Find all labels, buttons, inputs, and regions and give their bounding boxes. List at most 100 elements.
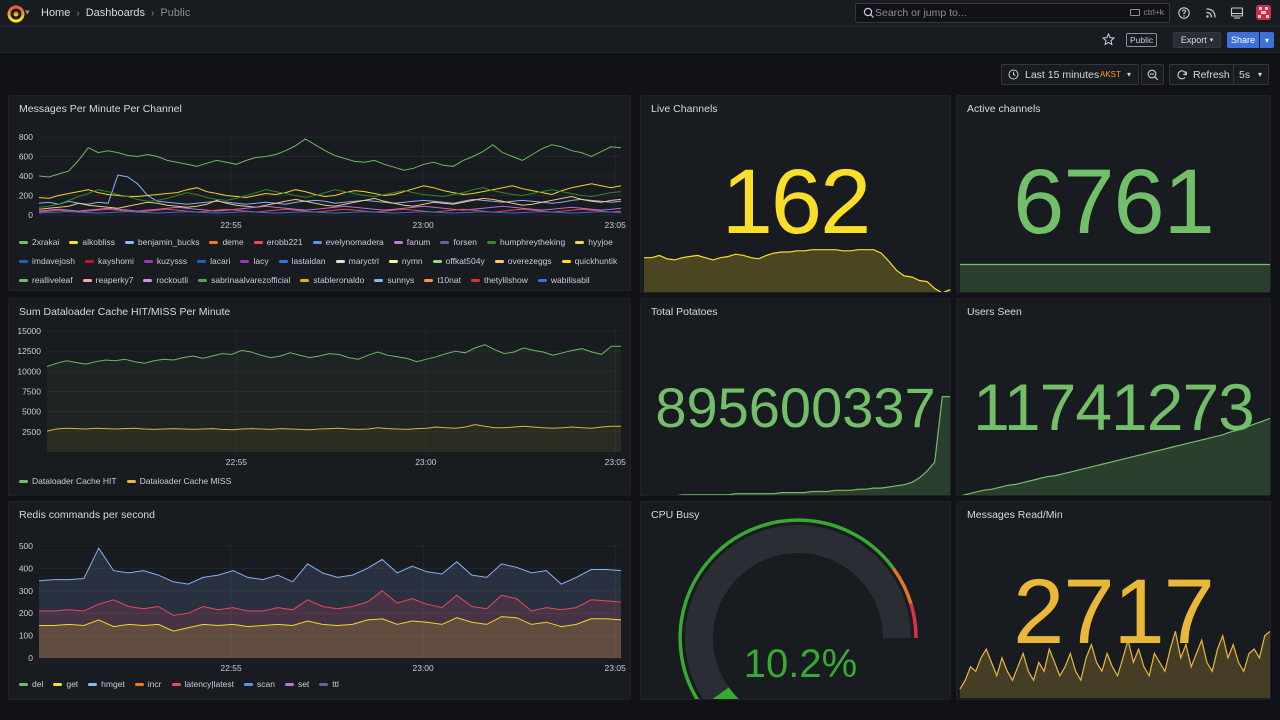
legend-item[interactable]: t10nat [424, 275, 461, 285]
legend-item[interactable]: erobb221 [253, 237, 303, 247]
panel-messages-read[interactable]: Messages Read/Min 2717 [956, 501, 1271, 700]
stat-value: 11741273 [973, 370, 1255, 444]
timeseries-chart[interactable]: 0 200 400 600 800 22:55 23:00 23:05 [9, 96, 631, 236]
refresh-button[interactable]: Refresh 5s ▾ [1169, 64, 1269, 85]
legend-item[interactable]: scan [243, 679, 275, 689]
refresh-interval-picker[interactable]: 5s [1239, 69, 1251, 81]
sparkline-line [644, 249, 950, 292]
series-line-benjamin-bucks[interactable] [38, 174, 622, 205]
legend-item[interactable]: fanum [393, 237, 430, 247]
legend-item[interactable]: thetylilshow [470, 275, 528, 285]
timeseries-chart[interactable]: 2500 5000 7500 10000 12500 15000 22:55 23:00 23:… [9, 299, 631, 477]
panel-dataloader-cache[interactable]: Sum Dataloader Cache HIT/MISS Per Minute… [8, 298, 631, 496]
legend-item[interactable]: lastaidan [278, 256, 326, 266]
search-input[interactable]: Search or jump to... ctrl+k [855, 3, 1170, 23]
legend-item[interactable]: evelynomadera [312, 237, 384, 247]
breadcrumb-dashboards[interactable]: Dashboards [85, 7, 146, 19]
star-icon[interactable] [1101, 32, 1116, 47]
legend-swatch [393, 240, 403, 244]
legend-label: thetylilshow [483, 275, 528, 285]
legend-swatch [125, 240, 135, 244]
breadcrumb-home[interactable]: Home [41, 7, 71, 19]
panel-messages-per-minute[interactable]: Messages Per Minute Per Channel 0 200 400 6… [8, 95, 631, 291]
legend-item[interactable]: alkobliss [69, 237, 115, 247]
time-range-picker[interactable]: Last 15 minutes AKST ▾ [1001, 64, 1139, 85]
legend-item[interactable]: stableronaldo [300, 275, 364, 285]
panel-total-potatoes[interactable]: Total Potatoes 895600337 [640, 298, 951, 496]
series-line-lastaidan[interactable] [38, 211, 622, 214]
export-button[interactable]: Export ▾ [1173, 32, 1221, 48]
legend-item[interactable]: hmget [88, 679, 125, 689]
legend-item[interactable]: maryctrl [335, 256, 379, 266]
panel-cpu-busy[interactable]: CPU Busy 10.2% [640, 501, 951, 700]
grafana-logo-icon[interactable] [6, 4, 26, 24]
legend-item[interactable]: kuzysss [143, 256, 187, 266]
series-line-hmget[interactable] [38, 547, 622, 585]
search-icon [863, 7, 874, 18]
panel-users-seen[interactable]: Users Seen 11741273 [956, 298, 1271, 496]
legend-item[interactable]: incr [134, 679, 162, 689]
legend-item[interactable]: forsen [440, 237, 477, 247]
legend-item[interactable]: 2xrakai [19, 237, 59, 247]
y-tick-label: 15000 [17, 326, 41, 336]
rss-icon[interactable] [1204, 6, 1218, 20]
legend-item[interactable]: kayshomi [85, 256, 134, 266]
zoom-out-button[interactable] [1141, 64, 1164, 85]
series-line-dataloader-cache-miss[interactable] [46, 424, 621, 432]
series-line-overezeggs[interactable] [38, 195, 622, 210]
series-line-dataloader-cache-hit[interactable] [46, 344, 621, 367]
public-badge: Public [1126, 33, 1158, 47]
legend-item[interactable]: reaperky7 [82, 275, 133, 285]
legend-item[interactable]: quickhuntik [561, 256, 617, 266]
legend-item[interactable]: ttl [319, 679, 339, 689]
legend-item[interactable]: humphreytheking [487, 237, 565, 247]
panel-active-channels[interactable]: Active channels 6761 [956, 95, 1271, 293]
series-line-latency-latest[interactable] [39, 590, 622, 616]
legend-item[interactable]: hyyjoe [575, 237, 613, 247]
legend-item[interactable]: wabilisabil [537, 275, 590, 285]
legend-item[interactable]: rockoutli [143, 275, 188, 285]
share-options-button[interactable]: ▾ [1260, 32, 1274, 48]
legend-item[interactable]: nymn [388, 256, 423, 266]
legend-item[interactable]: lacari [197, 256, 230, 266]
series-line-get[interactable] [39, 616, 622, 632]
legend-swatch [312, 240, 322, 244]
x-tick-label: 23:05 [605, 663, 627, 673]
legend-item[interactable]: deme [209, 237, 244, 247]
share-button[interactable]: Share [1227, 32, 1259, 48]
chevron-down-icon: ▾ [1258, 70, 1263, 79]
legend-swatch [69, 240, 79, 244]
legend-item[interactable]: get [53, 679, 78, 689]
series-line-humphreytheking[interactable] [38, 187, 622, 208]
legend-item[interactable]: set [284, 679, 309, 689]
legend-item[interactable]: sabrinaalvarezofficial [198, 275, 290, 285]
legend-swatch [487, 240, 497, 244]
y-tick-label: 200 [19, 608, 33, 618]
timeseries-chart[interactable]: 0 100 200 300 400 500 22:55 23:00 23:05 [9, 502, 631, 680]
legend-item[interactable]: del [19, 679, 43, 689]
series-line-fanum[interactable] [38, 205, 622, 212]
panel-live-channels[interactable]: Live Channels 162 [640, 95, 951, 293]
legend-item[interactable]: Dataloader Cache MISS [126, 476, 231, 486]
help-icon[interactable] [1177, 6, 1191, 20]
series-line-2xrakai[interactable] [38, 138, 622, 178]
chevron-down-icon[interactable]: ▾ [25, 7, 30, 17]
legend-item[interactable]: imdavejosh [19, 256, 75, 266]
clock-icon [1008, 69, 1019, 80]
y-tick-label: 400 [19, 563, 33, 573]
legend-item[interactable]: offkat504y [432, 256, 485, 266]
legend-swatch [143, 259, 153, 263]
legend-item[interactable]: latency|latest [171, 679, 234, 689]
legend-item[interactable]: sunnys [374, 275, 414, 285]
legend-item[interactable]: overezeggs [494, 256, 552, 266]
panel-redis-commands[interactable]: Redis commands per second 0 100 200 300 400 5… [8, 501, 631, 700]
dashboard-toolbar: Public Export ▾ Share ▾ [0, 27, 1280, 53]
legend-item[interactable]: benjamin_bucks [125, 237, 199, 247]
monitor-icon[interactable] [1230, 6, 1244, 20]
legend-item[interactable]: lacy [240, 256, 269, 266]
series-line-alkobliss[interactable] [38, 183, 622, 199]
legend-item[interactable]: Dataloader Cache HIT [19, 476, 117, 486]
user-avatar[interactable] [1256, 5, 1271, 20]
sparkline-chart [961, 417, 1270, 495]
legend-item[interactable]: realliveleaf [19, 275, 73, 285]
